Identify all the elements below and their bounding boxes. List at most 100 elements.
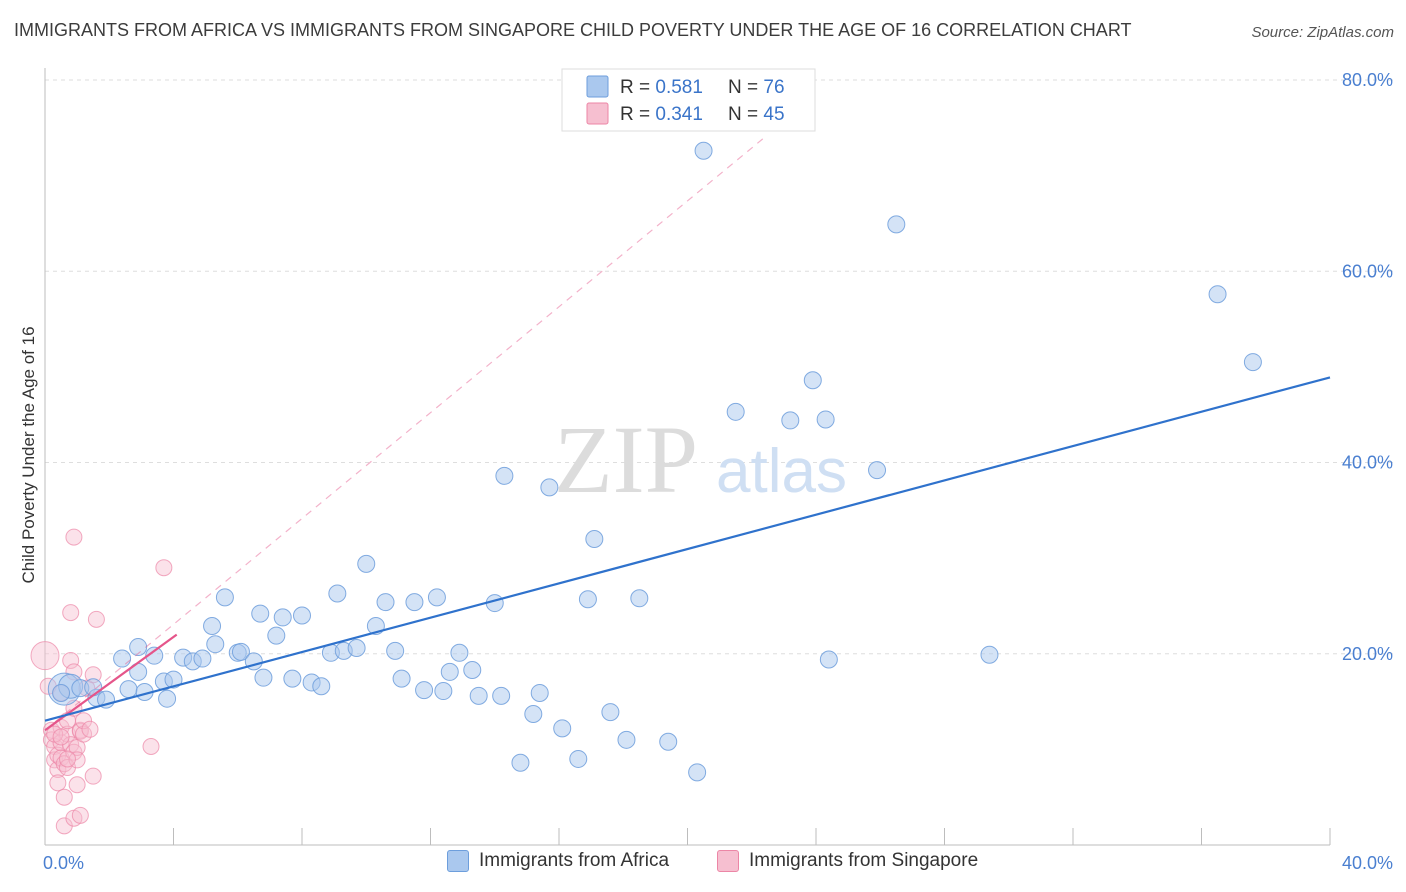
africa-point — [463, 661, 482, 680]
africa-point — [434, 682, 453, 701]
africa-point — [694, 141, 713, 160]
source-label: Source: ZipAtlas.com — [1251, 24, 1394, 41]
africa-point — [52, 683, 71, 702]
legend-r-value: 0.581 — [655, 77, 703, 98]
africa-point — [113, 649, 132, 668]
bottom-legend-item-africa[interactable]: Immigrants from Africa — [447, 850, 669, 872]
singapore-point — [46, 751, 64, 769]
africa-point — [347, 639, 366, 658]
y-tick-label: 80.0% — [1342, 70, 1393, 90]
africa-point — [617, 730, 636, 749]
africa-point — [887, 215, 906, 234]
africa-point — [427, 588, 446, 607]
y-tick-label: 20.0% — [1342, 644, 1393, 664]
legend-swatch-singapore — [717, 850, 739, 872]
y-tick-label: 60.0% — [1342, 261, 1393, 281]
x-tick-label: 0.0% — [43, 853, 84, 873]
singapore-point — [87, 610, 105, 628]
africa-point — [203, 617, 222, 636]
africa-point — [273, 608, 292, 627]
africa-point — [251, 604, 270, 623]
singapore-point — [52, 728, 70, 746]
africa-point — [803, 371, 822, 390]
africa-point — [816, 410, 835, 429]
singapore-point — [84, 767, 102, 785]
legend-n-label: N = — [728, 77, 763, 98]
africa-point — [569, 749, 588, 768]
africa-point — [1243, 353, 1262, 372]
africa-point — [158, 689, 177, 708]
africa-point — [540, 478, 559, 497]
africa-point — [312, 677, 331, 696]
africa-point — [819, 650, 838, 669]
africa-point — [293, 606, 311, 625]
africa-point — [492, 686, 511, 705]
legend-n-label: N = — [728, 104, 763, 125]
africa-point — [254, 668, 273, 687]
bottom-legend-item-singapore[interactable]: Immigrants from Singapore — [717, 850, 978, 872]
bottom-legend-label: Immigrants from Africa — [479, 850, 670, 871]
singapore-point — [71, 806, 89, 824]
singapore-point — [142, 738, 160, 756]
africa-point — [386, 641, 405, 660]
africa-point — [524, 704, 543, 723]
africa-point — [215, 588, 234, 607]
africa-point — [84, 678, 103, 697]
gridlines — [45, 79, 1394, 655]
africa-trend-line — [44, 376, 1331, 722]
africa-point — [511, 753, 530, 772]
africa-point — [392, 669, 411, 688]
chart-title: IMMIGRANTS FROM AFRICA VS IMMIGRANTS FRO… — [14, 20, 1132, 40]
africa-point — [450, 643, 469, 662]
watermark-atlas: atlas — [716, 437, 847, 506]
africa-point — [601, 703, 620, 722]
africa-point — [405, 593, 424, 612]
africa-point — [267, 626, 286, 645]
africa-point — [193, 649, 212, 668]
africa-point — [415, 681, 434, 700]
trend-lines — [44, 136, 1331, 732]
africa-point — [328, 584, 347, 603]
africa-point — [980, 645, 999, 664]
legend-swatch-singapore — [586, 102, 609, 125]
singapore-point — [65, 528, 83, 546]
africa-point — [469, 686, 488, 705]
africa-point — [440, 662, 459, 681]
legend-row-africa: R = 0.581 N = 76 — [620, 77, 785, 98]
singapore-point — [62, 604, 80, 622]
africa-point — [119, 680, 138, 699]
africa-point — [585, 530, 604, 548]
africa-point — [231, 642, 250, 661]
legend-n-value: 76 — [763, 77, 784, 98]
singapore-point — [58, 750, 76, 768]
africa-point — [868, 461, 887, 480]
legend-r-label: R = — [620, 77, 655, 98]
singapore-point — [81, 720, 99, 738]
y-axis-label: Child Poverty Under the Age of 16 — [19, 326, 38, 583]
legend-row-singapore: R = 0.341 N = 45 — [620, 104, 785, 125]
africa-point — [206, 635, 225, 654]
watermark: ZIP atlas — [554, 406, 847, 513]
y-tick-label: 40.0% — [1342, 453, 1393, 473]
bottom-legend-label: Immigrants from Singapore — [749, 850, 979, 871]
bottom-legend: Immigrants from Africa Immigrants from S… — [0, 850, 1406, 880]
africa-point — [357, 554, 376, 573]
africa-point — [553, 719, 572, 738]
legend-swatch-africa — [447, 850, 469, 872]
legend-r-value: 0.341 — [655, 104, 703, 125]
africa-point — [659, 732, 678, 751]
africa-point — [578, 590, 597, 609]
singapore-point — [49, 774, 67, 792]
singapore-point — [75, 712, 93, 730]
singapore-point — [68, 776, 86, 794]
singapore-point — [55, 788, 73, 806]
africa-point — [1208, 285, 1227, 304]
africa-point — [164, 670, 183, 689]
africa-point — [726, 402, 745, 421]
africa-point — [145, 646, 164, 665]
singapore-point — [155, 559, 173, 577]
tick-labels: 20.0% 40.0% 60.0% 80.0% 0.0% 40.0% — [43, 70, 1393, 873]
legend-swatch-africa — [586, 75, 609, 98]
axes — [44, 68, 1331, 846]
